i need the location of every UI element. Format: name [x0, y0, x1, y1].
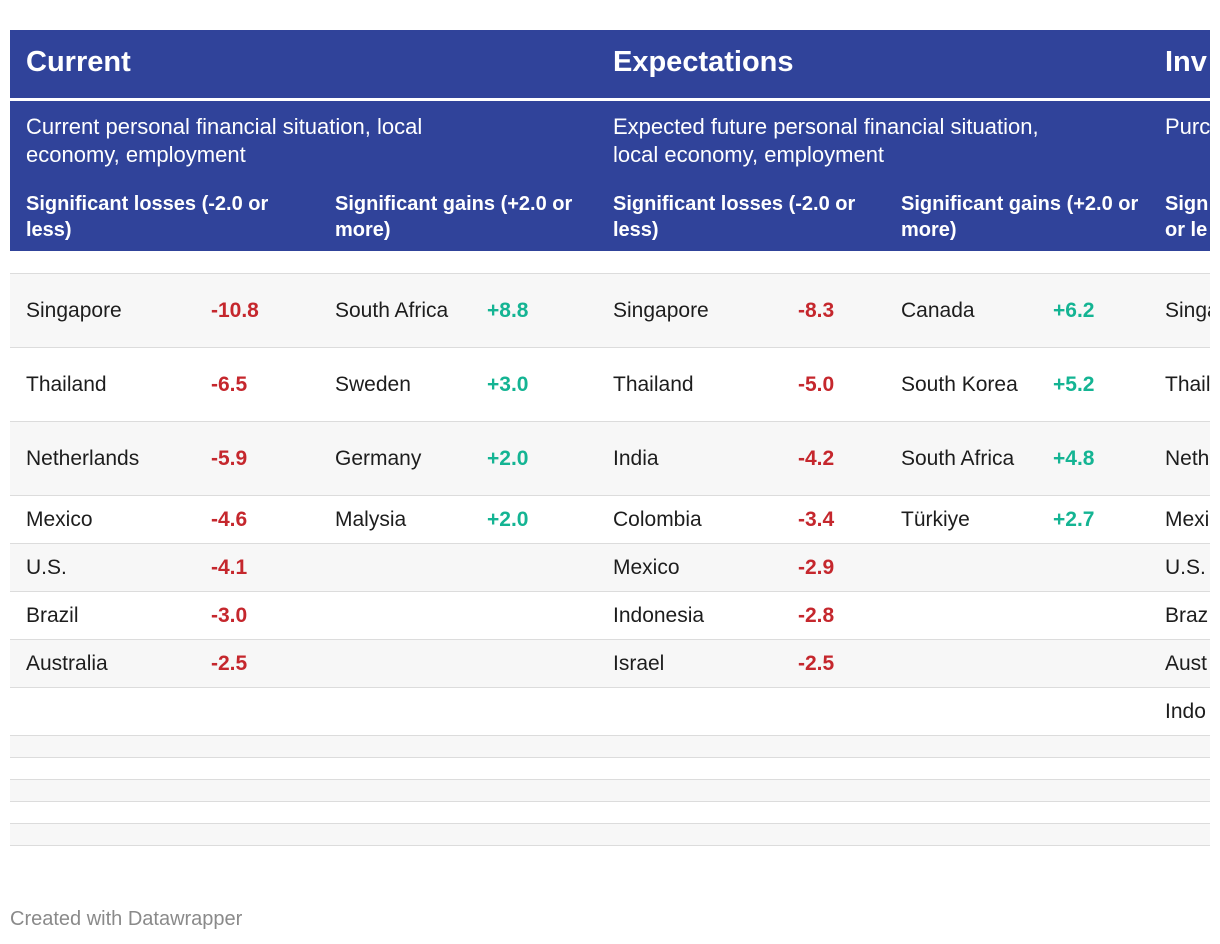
table-row: [10, 802, 1210, 824]
table-row: Singapore -10.8 South Africa +8.8 Singapore -…: [10, 274, 1210, 348]
country-name: Singa: [1165, 299, 1210, 322]
country-name: South Africa: [335, 299, 449, 322]
gain-value: +2.0: [487, 447, 529, 470]
country-name: Aust: [1165, 652, 1208, 675]
gain-value: +6.2: [1053, 299, 1095, 322]
gain-value: +4.8: [1053, 447, 1095, 470]
country-name: Brazil: [26, 604, 79, 627]
spacer-row: [10, 251, 1210, 274]
column-header-gains[interactable]: Significant gains (+2.0 or more): [901, 193, 1139, 241]
header-separator: [10, 98, 1210, 101]
country-name: Netherlands: [26, 447, 140, 470]
loss-value: -5.0: [798, 373, 835, 396]
loss-value: -4.2: [798, 447, 835, 470]
country-name: Malysia: [335, 508, 407, 531]
loss-value: -2.8: [798, 604, 835, 627]
country-name: U.S.: [26, 556, 67, 579]
table-row: [10, 780, 1210, 802]
group-description: Current personal financial situation, lo…: [26, 114, 423, 167]
header-description-row: Current personal financial situation, lo…: [10, 101, 1210, 179]
country-name: Australia: [26, 652, 108, 675]
country-name: Thailand: [613, 373, 694, 396]
column-header-losses[interactable]: Significant losses (-2.0 or less): [613, 193, 856, 241]
country-name: Indo: [1165, 700, 1206, 723]
footer-credit[interactable]: Created with Datawrapper: [10, 908, 243, 930]
gain-value: +2.7: [1053, 508, 1095, 531]
group-title: Current: [26, 46, 131, 78]
header-columns-row: Significant losses (-2.0 or less) Signifi…: [10, 179, 1210, 251]
loss-value: -6.5: [211, 373, 248, 396]
table-row: Indo: [10, 688, 1210, 736]
loss-value: -4.1: [211, 556, 248, 579]
country-name: Mexico: [26, 508, 93, 531]
country-name: Singapore: [26, 299, 122, 322]
country-name: South Africa: [901, 447, 1015, 470]
loss-value: -3.0: [211, 604, 248, 627]
country-name: Germany: [335, 447, 422, 470]
loss-value: -2.5: [798, 652, 835, 675]
country-name: Mexico: [613, 556, 680, 579]
country-name: U.S.: [1165, 556, 1206, 579]
country-name: Canada: [901, 299, 975, 322]
loss-value: -8.3: [798, 299, 835, 322]
table-row: Brazil -3.0 Indonesia -2.8 Braz: [10, 592, 1210, 640]
country-name: Indonesia: [613, 604, 705, 627]
loss-value: -2.9: [798, 556, 835, 579]
table-row: U.S. -4.1 Mexico -2.9 U.S.: [10, 544, 1210, 592]
loss-value: -5.9: [211, 447, 248, 470]
column-header-losses[interactable]: Significant losses (-2.0 or less): [26, 193, 269, 241]
group-description: Purc finan: [1165, 114, 1210, 139]
country-name: Braz: [1165, 604, 1209, 627]
country-name: Colombia: [613, 508, 702, 531]
column-header-gains[interactable]: Significant gains (+2.0 or more): [335, 193, 573, 241]
loss-value: -3.4: [798, 508, 835, 531]
gain-value: +5.2: [1053, 373, 1095, 396]
gain-value: +3.0: [487, 373, 529, 396]
table-row: [10, 758, 1210, 780]
table-row: Thailand -6.5 Sweden +3.0 Thailand -5.0 South …: [10, 348, 1210, 422]
column-header-losses[interactable]: Sign or le: [1165, 193, 1209, 241]
table-row: [10, 736, 1210, 758]
table-row: Mexico -4.6 Malysia +2.0 Colombia -3.4 Türkiye…: [10, 496, 1210, 544]
country-name: Mexi: [1165, 508, 1210, 531]
country-name: Türkiye: [901, 508, 970, 531]
table-row: Netherlands -5.9 Germany +2.0 India -4.2 South…: [10, 422, 1210, 496]
country-name: Singapore: [613, 299, 709, 322]
table-row: [10, 824, 1210, 846]
gain-value: +2.0: [487, 508, 529, 531]
loss-value: -10.8: [211, 299, 259, 322]
country-name: South Korea: [901, 373, 1018, 396]
country-name: Sweden: [335, 373, 411, 396]
header-title-row: Current Expectations Inv: [10, 30, 1210, 98]
country-name: Israel: [613, 652, 665, 675]
group-title: Inv: [1165, 46, 1207, 78]
table-viewport: Current Expectations Inv Current personal …: [10, 30, 1210, 850]
country-name: Neth: [1165, 447, 1210, 470]
loss-value: -4.6: [211, 508, 248, 531]
loss-value: -2.5: [211, 652, 248, 675]
group-title: Expectations: [613, 46, 794, 78]
group-description: Expected future personal financial situa…: [613, 114, 1039, 167]
country-name: Thailand: [26, 373, 107, 396]
table-row: Australia -2.5 Israel -2.5 Aust: [10, 640, 1210, 688]
gain-value: +8.8: [487, 299, 529, 322]
country-name: India: [613, 447, 659, 470]
country-name: Thail: [1165, 373, 1210, 396]
